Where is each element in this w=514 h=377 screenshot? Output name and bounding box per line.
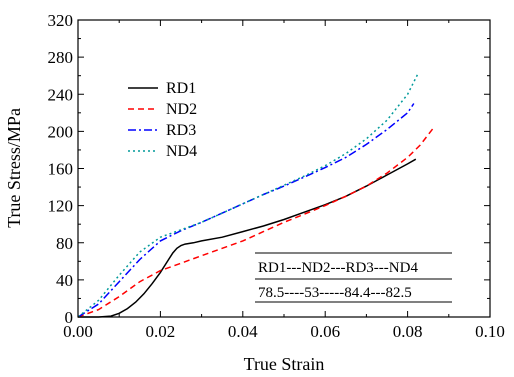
y-tick-label: 320 — [48, 11, 74, 30]
legend-label-nd2: ND2 — [166, 101, 197, 118]
series-line-nd2 — [77, 126, 435, 318]
series-line-nd4 — [77, 73, 419, 318]
series-lines — [77, 73, 435, 318]
y-tick-label: 280 — [48, 48, 74, 67]
legend: RD1 ND2 RD3 ND4 — [128, 80, 197, 160]
table-header: RD1---ND2---RD3---ND4 — [258, 260, 418, 276]
y-tick-label: 120 — [48, 197, 74, 216]
y-tick-label: 0 — [65, 308, 74, 327]
y-tick-label: 160 — [48, 160, 74, 179]
annotation-table: RD1---ND2---RD3---ND4 78.5----53-----84.… — [255, 252, 452, 303]
y-tick-label: 240 — [48, 85, 74, 104]
y-tick-label: 80 — [56, 234, 73, 253]
x-tick-label: 0.00 — [63, 322, 93, 341]
x-tick-label: 0.04 — [228, 322, 258, 341]
table-values: 78.5----53-----84.4---82.5 — [258, 285, 412, 301]
x-tick-label: 0.06 — [310, 322, 340, 341]
legend-label-rd1: RD1 — [166, 80, 196, 97]
x-tick-label: 0.10 — [475, 322, 505, 341]
plot-frame — [77, 19, 491, 318]
series-line-rd1 — [78, 158, 417, 318]
x-axis-title: True Strain — [244, 354, 325, 374]
y-axis-title: True Stress/MPa — [4, 108, 24, 228]
x-tick-label: 0.08 — [393, 322, 423, 341]
legend-label-rd3: RD3 — [166, 122, 196, 139]
legend-label-nd4: ND4 — [166, 143, 197, 160]
x-tick-label: 0.02 — [146, 322, 176, 341]
axis-ticks: 0.00 0.02 0.04 0.06 0.08 0.10 0 40 80 120 160 200 24… — [48, 11, 505, 341]
y-tick-label: 200 — [48, 122, 74, 141]
y-tick-label: 40 — [56, 271, 73, 290]
